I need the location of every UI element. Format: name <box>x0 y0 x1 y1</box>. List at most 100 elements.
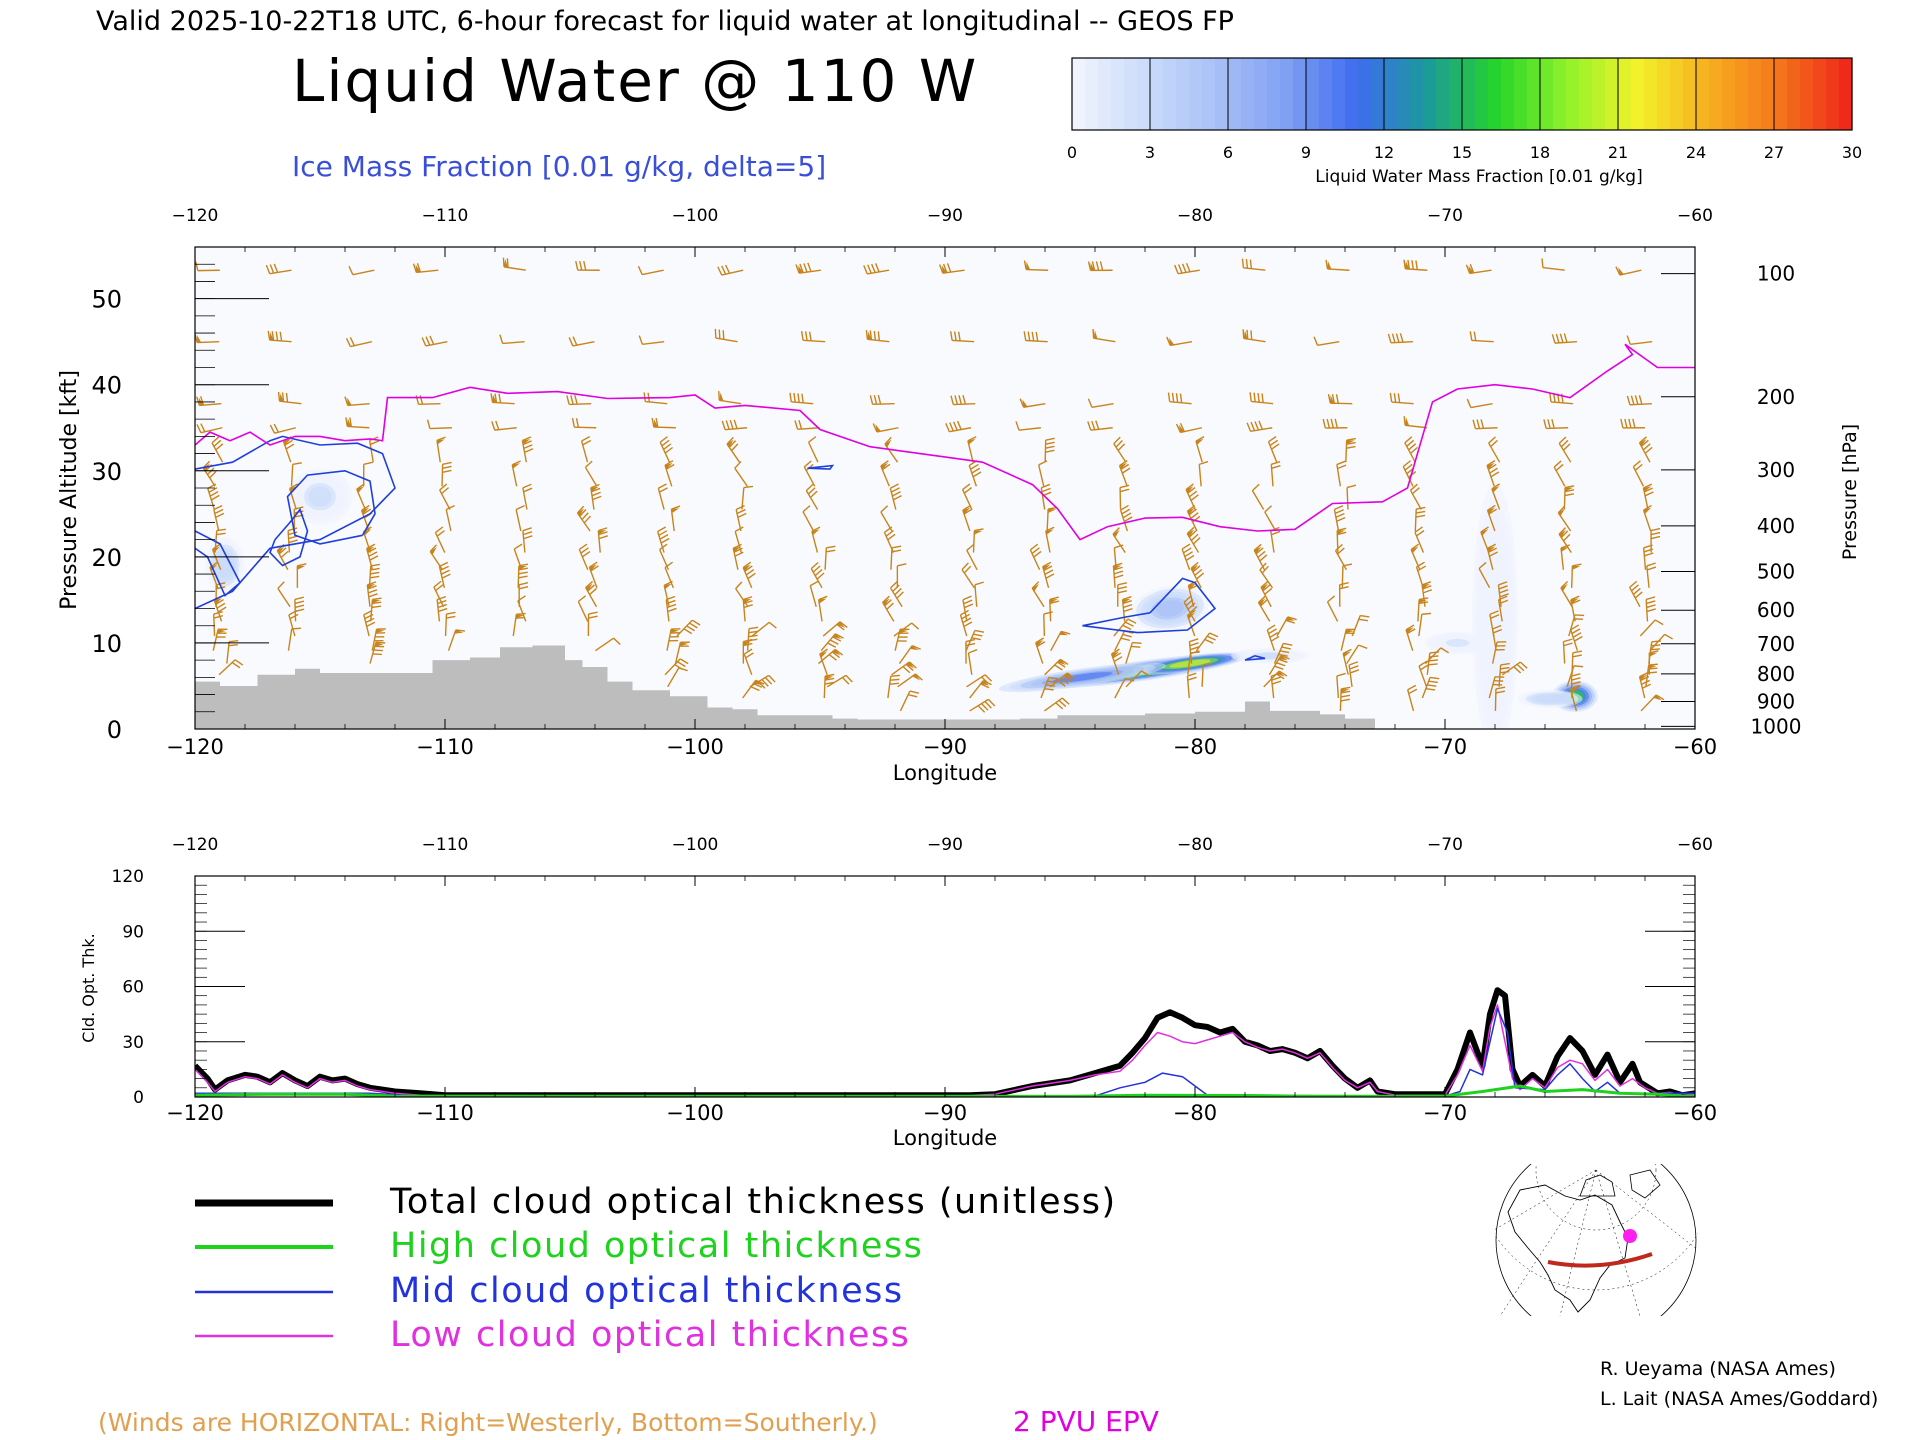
wind-barb <box>872 423 899 433</box>
wind-barb <box>412 263 439 274</box>
cross-section-plot: −120 −120 −110 −110 −100 −100 −90 −90 −80 −80 −70 −… <box>57 206 1861 785</box>
wind-barb <box>436 595 448 622</box>
wind-barb <box>1340 628 1356 651</box>
wind-barb <box>1638 436 1653 463</box>
cross-section-axes: −120 −120 −110 −110 −100 −100 −90 −90 −80 −80 −70 −… <box>57 206 1861 785</box>
wind-barb <box>1491 641 1507 664</box>
wind-barb <box>1491 483 1501 510</box>
wind-barb <box>522 483 533 510</box>
wind-barb <box>585 580 598 608</box>
colorbar-swatch <box>1800 58 1814 130</box>
wind-barb <box>1562 638 1573 664</box>
wind-barb <box>884 436 899 463</box>
pressure-tick-label: 900 <box>1757 689 1795 713</box>
wind-barb <box>950 394 976 406</box>
wind-barb <box>726 436 741 463</box>
wind-barb <box>945 420 972 433</box>
wind-barb <box>1119 504 1133 532</box>
wind-barb <box>938 263 965 274</box>
x-tick-label-top: −60 <box>1677 835 1713 855</box>
wind-barb <box>195 261 220 272</box>
terrain-profile <box>195 645 1375 729</box>
x-tick-label: −90 <box>923 735 967 759</box>
wind-barb <box>491 420 517 431</box>
wind-barb <box>1472 419 1498 430</box>
wind-barb <box>1486 460 1500 487</box>
wind-barb <box>1486 543 1498 570</box>
colorbar-swatch <box>1696 58 1710 130</box>
wind-barb <box>1174 262 1200 275</box>
wind-barb <box>1268 655 1290 676</box>
terrain <box>195 645 1375 729</box>
pressure-tick-label: 700 <box>1757 632 1795 656</box>
y-tick-label: 0 <box>133 1088 144 1108</box>
wind-barb <box>433 580 445 608</box>
colorbar-swatch <box>1072 58 1086 130</box>
liquid-water-blob <box>1156 600 1184 617</box>
wind-barb <box>1570 624 1583 651</box>
plot-background <box>195 247 1695 729</box>
map-continent <box>1629 1169 1661 1199</box>
location-map <box>1494 1164 1698 1316</box>
series-line-low <box>195 1004 1695 1097</box>
colorbar-swatch <box>1566 58 1580 130</box>
wind-barb <box>1125 641 1142 664</box>
wind-barb <box>735 505 747 532</box>
wind-barb <box>807 436 819 463</box>
wind-barb <box>1270 460 1281 487</box>
x-tick-label: −110 <box>416 1101 474 1125</box>
wind-barb <box>1345 437 1356 463</box>
wind-barb <box>637 265 664 276</box>
wind-barb <box>889 483 902 510</box>
wind-barb <box>512 612 526 637</box>
wind-barb <box>1327 393 1353 405</box>
wind-barb <box>1313 336 1340 346</box>
valid-line: Valid 2025-10-22T18 UTC, 6-hour forecast… <box>96 6 1234 37</box>
wind-barb <box>421 335 448 347</box>
colorbar-swatch <box>1501 58 1515 130</box>
wind-barb <box>1273 642 1293 664</box>
colorbar-swatch <box>1748 58 1762 130</box>
wind-barb <box>972 528 984 553</box>
wind-barb <box>1403 416 1428 429</box>
wind-barb <box>965 638 976 664</box>
x-tick-label-top: −110 <box>422 206 469 226</box>
wind-barb <box>899 690 920 712</box>
pressure-tick-label: 200 <box>1757 385 1795 409</box>
wind-barb <box>1626 335 1653 345</box>
colorbar-swatch <box>1540 58 1554 130</box>
wind-barb <box>1418 612 1432 637</box>
wind-barb <box>595 637 621 652</box>
legend-label: Mid cloud optical thickness <box>390 1271 904 1311</box>
wind-barb <box>436 436 446 463</box>
map-meridian <box>1595 1169 1641 1316</box>
wind-barb <box>1187 580 1198 607</box>
wind-barb <box>1629 580 1643 608</box>
wind-barb <box>741 485 754 510</box>
series-line-mid <box>195 1007 1695 1097</box>
colorbar-swatch <box>1254 58 1268 130</box>
wind-barb <box>1044 658 1069 676</box>
wind-barb <box>344 396 370 407</box>
wind-barb <box>196 396 222 407</box>
colorbar-swatch <box>1280 58 1294 130</box>
x-tick-label-top: −90 <box>927 835 963 855</box>
wind-barb <box>1348 661 1360 687</box>
wind-barb <box>1338 582 1349 607</box>
wind-barb <box>1615 266 1642 276</box>
wind-barb <box>1037 460 1048 487</box>
liquid-water-blob <box>1538 695 1562 703</box>
wind-barb <box>714 328 738 343</box>
wind-barb <box>580 436 592 463</box>
wind-barb <box>1031 581 1045 608</box>
x-tick-label-top: −100 <box>672 206 719 226</box>
colorbar-tick-label: 3 <box>1145 143 1155 162</box>
colorbar-swatch <box>1514 58 1528 130</box>
wind-barb <box>887 674 900 699</box>
wind-barb <box>789 392 814 405</box>
wind-barb <box>296 563 307 588</box>
wind-barb <box>447 629 466 651</box>
wind-barb <box>290 462 302 487</box>
wind-barb <box>1251 483 1265 510</box>
wind-barb <box>1015 421 1041 431</box>
